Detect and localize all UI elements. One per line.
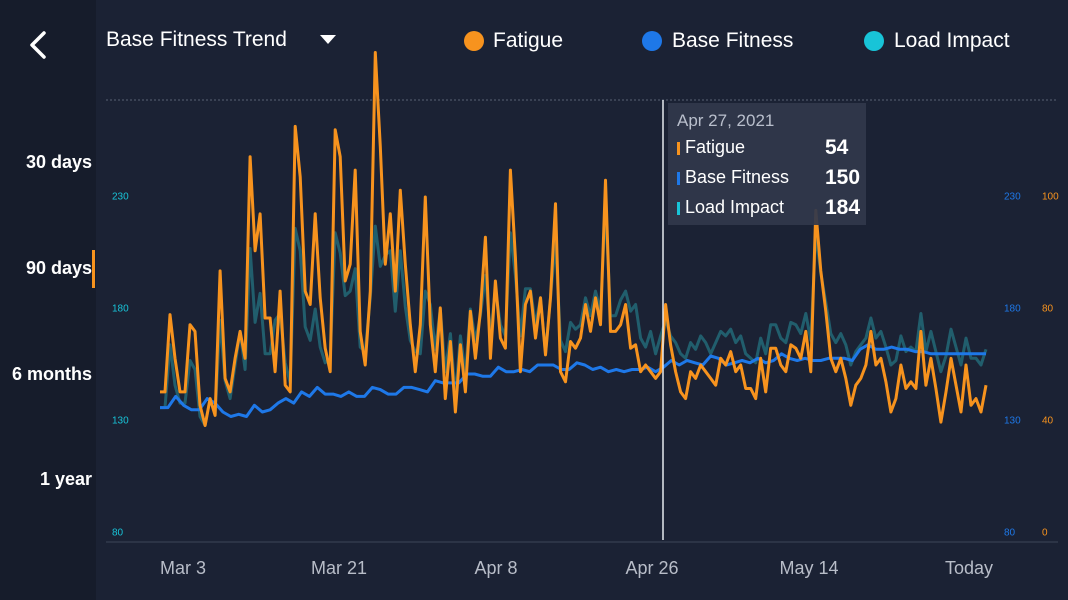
legend-load-impact[interactable]: Load Impact xyxy=(894,29,1010,52)
fatigue-y-tick-label: 100 xyxy=(1042,191,1059,203)
base-fitness-y-tick-label: 130 xyxy=(1004,415,1021,427)
base-fitness-marker xyxy=(677,172,680,185)
x-tick-label: Apr 8 xyxy=(474,558,518,578)
x-tick-label: Today xyxy=(944,558,994,578)
tooltip-value: 54 xyxy=(825,136,849,159)
load-impact-legend-dot xyxy=(864,31,884,51)
chart-title-dropdown[interactable]: Base Fitness Trend xyxy=(106,28,287,51)
range-6-months[interactable]: 6 months xyxy=(11,364,92,384)
fatigue-series-line xyxy=(160,51,988,427)
x-tick-label: Mar 3 xyxy=(159,558,207,578)
tooltip-label: Load Impact xyxy=(685,197,785,217)
tooltip-date: Apr 27, 2021 xyxy=(677,111,775,130)
range-30-days[interactable]: 30 days xyxy=(25,152,92,172)
base-fitness-y-tick-label: 230 xyxy=(1004,191,1021,203)
back-icon[interactable] xyxy=(24,28,54,62)
range-1-year[interactable]: 1 year xyxy=(39,469,92,489)
base-fitness-series-line xyxy=(160,343,986,418)
left-y-tick-label: 180 xyxy=(112,303,129,315)
base-fitness-y-tick-label: 180 xyxy=(1004,303,1021,315)
range-sidebar: 30 days 90 days 6 months 1 year xyxy=(0,0,96,600)
range-90-days[interactable]: 90 days xyxy=(25,258,92,278)
caret-down-icon[interactable] xyxy=(320,35,336,44)
tooltip: Apr 27, 2021 Fatigue 54 Base Fitness 150… xyxy=(668,103,866,225)
x-tick-label: May 14 xyxy=(779,558,839,578)
tooltip-row-base-fitness: Base Fitness 150 xyxy=(677,166,862,191)
fatigue-y-tick-label: 80 xyxy=(1042,303,1054,315)
fatigue-y-tick-label: 40 xyxy=(1042,415,1054,427)
tooltip-row-fatigue: Fatigue 54 xyxy=(677,136,862,161)
tooltip-value: 184 xyxy=(825,196,861,219)
base-fitness-legend-dot xyxy=(642,31,662,51)
tooltip-row-load-impact: Load Impact 184 xyxy=(677,196,862,221)
x-tick-label: Mar 21 xyxy=(310,558,368,578)
base-fitness-y-tick-label: 80 xyxy=(1004,527,1016,539)
tooltip-value: 150 xyxy=(825,166,861,189)
fatigue-y-tick-label: 0 xyxy=(1042,527,1048,539)
legend-fatigue[interactable]: Fatigue xyxy=(493,29,564,52)
x-tick-label: Apr 26 xyxy=(625,558,679,578)
left-y-tick-label: 130 xyxy=(112,415,129,427)
legend-base-fitness[interactable]: Base Fitness xyxy=(672,29,794,52)
load-impact-marker xyxy=(677,202,680,215)
left-y-tick-label: 230 xyxy=(112,191,129,203)
fatigue-legend-dot xyxy=(464,31,484,51)
tooltip-label: Base Fitness xyxy=(685,167,790,187)
tooltip-label: Fatigue xyxy=(685,137,746,157)
fatigue-marker xyxy=(677,142,680,155)
load-impact-series-line xyxy=(160,204,988,427)
selected-range-indicator xyxy=(92,250,95,288)
left-y-tick-label: 80 xyxy=(112,527,124,539)
